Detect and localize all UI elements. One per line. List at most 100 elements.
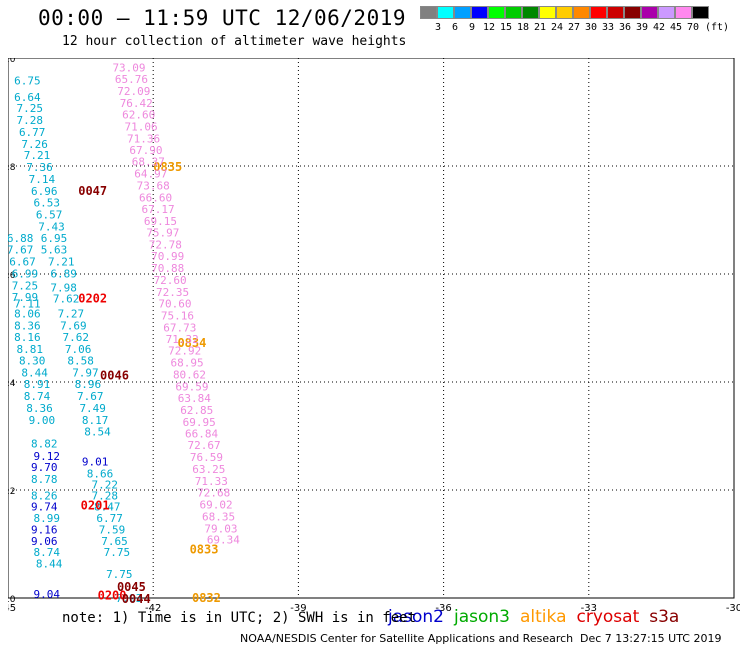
scale-swatch	[590, 6, 607, 19]
data-point-label: 8.44	[36, 557, 63, 570]
scale-unit: (ft)	[705, 22, 730, 33]
data-point-label: 70.60	[158, 298, 191, 311]
data-point-label: 0044	[122, 592, 151, 606]
data-point-label: 0835	[153, 160, 182, 174]
data-point-label: 7.97	[72, 366, 99, 379]
data-point-label: 71.06	[125, 121, 158, 134]
plot-frame	[8, 58, 735, 599]
data-point-label: 6.67	[9, 256, 35, 269]
data-point-label: 75.97	[146, 226, 179, 239]
data-point-label: 7.67	[8, 244, 33, 257]
scale-label: 42	[652, 22, 666, 33]
footer-note: note: 1) Time is in UTC; 2) SWH is in fe…	[62, 610, 417, 626]
data-point-label: 69.15	[144, 215, 177, 228]
data-point-label: 8.26	[31, 489, 58, 502]
data-point-label: 8.36	[14, 319, 41, 332]
data-point-label: 62.60	[122, 109, 155, 122]
data-point-label: 7.06	[65, 343, 92, 356]
data-point-label: 6.89	[50, 267, 77, 280]
data-point-label: 8.78	[31, 473, 58, 486]
scale-swatch	[641, 6, 658, 19]
data-point-label: 0832	[192, 591, 221, 605]
scale-label: 70	[686, 22, 700, 33]
scale-label: 15	[499, 22, 513, 33]
data-point-label: 8.96	[75, 378, 102, 391]
data-point-label: 8.91	[24, 378, 51, 391]
scale-swatch	[556, 6, 573, 19]
data-point-label: 5.63	[41, 244, 68, 257]
data-point-label: 75.16	[161, 310, 194, 323]
page-title: 00:00 – 11:59 UTC 12/06/2019	[38, 6, 407, 30]
data-point-label: 7.93	[116, 592, 143, 605]
data-point-label: 7.62	[53, 292, 80, 305]
data-point-label: 7.25	[12, 279, 39, 292]
legend-item: jason3	[454, 607, 510, 627]
data-point-label: 7.11	[14, 298, 41, 311]
data-point-label: 72.92	[168, 345, 201, 358]
data-point-label: 9.00	[29, 414, 56, 427]
legend-item: s3a	[649, 607, 680, 627]
scale-swatch	[692, 6, 709, 19]
x-tick-label: -36	[435, 603, 451, 614]
data-point-label: 6.53	[33, 197, 60, 210]
data-point-label: 8.44	[21, 366, 48, 379]
data-point-label: 7.75	[106, 568, 133, 581]
data-point-label: 0834	[177, 336, 206, 350]
data-point-label: 7.22	[92, 479, 119, 492]
data-point-label: 8.17	[82, 414, 109, 427]
legend-item: altika	[520, 607, 567, 627]
scale-label: 6	[451, 22, 459, 33]
data-point-label: 7.69	[60, 319, 87, 332]
data-point-label: 69.34	[207, 534, 240, 547]
data-point-label: 64.97	[134, 168, 167, 181]
data-point-label: 7.28	[92, 489, 119, 502]
data-point-label: 6.77	[96, 512, 123, 525]
data-point-label: 8.74	[33, 546, 60, 559]
data-point-label: 71.32	[166, 333, 199, 346]
scale-swatch	[505, 6, 522, 19]
data-point-label: 73.68	[137, 179, 170, 192]
data-point-label: 9.74	[31, 501, 58, 514]
data-point-label: 70.99	[151, 250, 184, 263]
data-point-label: 6.88	[8, 232, 33, 245]
y-tick-label: 14	[8, 379, 16, 389]
scale-label: 12	[482, 22, 496, 33]
data-point-label: 7.36	[26, 161, 53, 174]
x-tick-label: -39	[290, 603, 306, 614]
data-point-label: 6.95	[41, 232, 68, 245]
scale-label: 21	[533, 22, 547, 33]
data-point-label: 9.70	[31, 461, 58, 474]
data-point-label: 8.81	[17, 343, 44, 356]
scale-swatch	[488, 6, 505, 19]
data-point-label: 8.99	[33, 512, 60, 525]
scale-swatch	[539, 6, 556, 19]
data-point-label: 67.73	[163, 321, 196, 334]
y-tick-label: 12	[8, 487, 15, 497]
data-point-label: 6.96	[31, 185, 58, 198]
data-point-label: 8.16	[14, 331, 41, 344]
data-point-label: 66.84	[185, 427, 218, 440]
scale-label: 33	[601, 22, 615, 33]
y-tick-label: 10	[8, 595, 16, 605]
data-point-label: 7.98	[50, 282, 77, 295]
footer-credit: NOAA/NESDIS Center for Satellite Applica…	[240, 632, 574, 645]
scale-label: 3	[434, 22, 442, 33]
data-point-label: 70.88	[151, 262, 184, 275]
data-point-label: 7.25	[17, 102, 44, 115]
scale-swatch	[471, 6, 488, 19]
scale-label: 27	[567, 22, 581, 33]
data-point-label: 7.67	[77, 390, 104, 403]
data-point-label: 9.06	[31, 535, 58, 548]
chart-plot: -45 -42 -39 -36 -33 -30 10 12 14 16 18 20 9.129.70 9.…	[8, 58, 740, 614]
scale-swatch	[658, 6, 675, 19]
data-point-label: 8.30	[19, 354, 46, 367]
footer-date: Dec 7 13:27:15 UTC 2019	[580, 632, 722, 645]
data-point-label: 8.74	[24, 390, 51, 403]
data-point-label: 7.75	[104, 546, 131, 559]
data-point-label: 0201	[81, 499, 110, 513]
data-point-label: 6.77	[19, 126, 46, 139]
scale-label: 45	[669, 22, 683, 33]
data-point-label: 72.60	[154, 274, 187, 287]
data-point-label: 69.59	[175, 380, 208, 393]
scale-label: 39	[635, 22, 649, 33]
